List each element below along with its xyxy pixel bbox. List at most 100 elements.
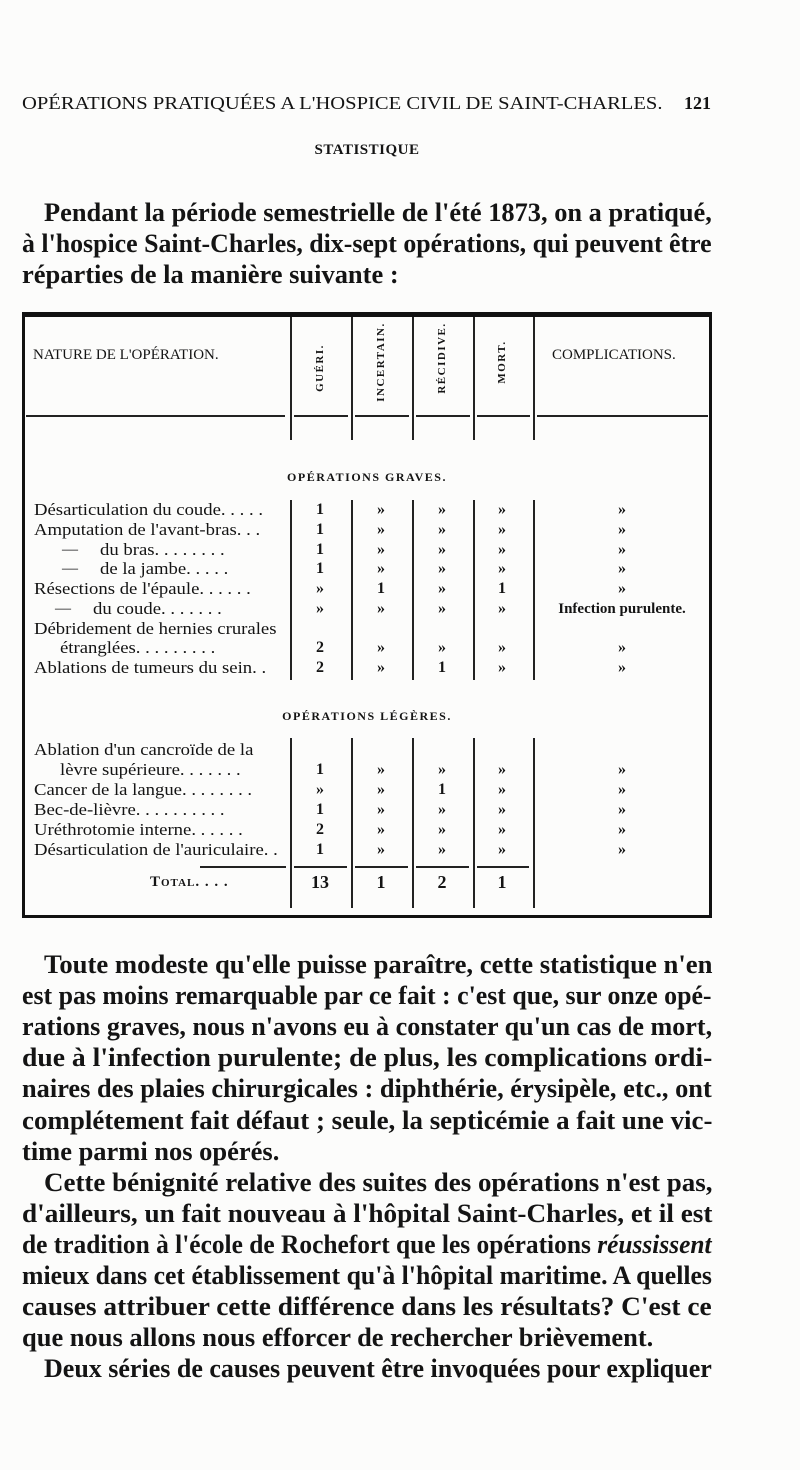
operation-label: Uréthrotomie interne. . . . . . [34,820,285,840]
emphasized-word: réussissent [597,1229,712,1259]
paragraph-line-text: Deux séries de causes peuvent être invoq… [44,1354,712,1384]
paragraph-line-text: est pas moins remarquable par ce fait : … [22,981,712,1011]
gueri-cell: » [316,599,324,617]
paragraph-line: mieux dans cet établissement qu'à l'hôpi… [22,1260,712,1291]
mort-cell: » [498,761,506,778]
operation-label: Cancer de la langue. . . . . . . . [34,780,285,800]
operation-label-text: lèvre supérieure. . . . . . . [60,760,241,779]
paragraph-line: d'ailleurs, un fait nouveau à l'hôpital … [22,1198,712,1229]
paragraph-line: que nous allons nous efforcer de recherc… [22,1322,712,1353]
operation-label-text: du coude. . . . . . . [93,598,222,618]
paragraph-line-text: Toute modeste qu'elle puisse paraître, c… [44,950,713,979]
gueri-cell: 2 [316,821,324,838]
header-divider [294,415,348,417]
incertain-cell: » [377,540,385,558]
operation-label-text: Bec-de-lièvre. . . . . . . . . . [34,800,225,819]
complications-cell: » [618,761,626,778]
complications-cell: » [618,560,626,578]
intro-line-text: à l'hospice Saint-Charles, dix-sept opér… [22,229,712,258]
complications-cell: » [618,659,626,676]
incertain-cell: » [377,520,385,538]
paragraph-line-text: que nous allons nous efforcer de recherc… [22,1323,654,1353]
incertain-cell: » [377,841,385,858]
column-rule [473,500,475,680]
recidive-cell: 1 [438,781,446,798]
paragraph-line: Cette bénignité relative des suites des … [44,1167,712,1198]
column-rule [412,317,414,440]
operation-label: étranglées. . . . . . . . . [60,638,285,658]
operation-label: Désarticulation du coude. . . . . [34,500,285,520]
column-rule [533,317,535,440]
total-rule [200,866,286,868]
gueri-cell: 1 [316,761,324,778]
incertain-cell: » [377,599,385,617]
header-mort: MORT. [496,340,508,384]
column-rule [473,738,475,908]
gueri-cell: » [316,580,324,597]
header-complications: COMPLICATIONS. [552,347,676,363]
operation-label-text: Ablation d'un cancroïde de la [34,740,254,759]
header-divider [416,415,470,417]
operation-label-text: étranglées. . . . . . . . . [60,638,216,658]
operation-label-text: du bras. . . . . . . . [100,539,225,559]
recidive-cell: 1 [438,659,446,676]
mort-cell: » [498,801,506,818]
recidive-cell: » [438,599,446,617]
column-rule [412,500,414,680]
operation-label: Bec-de-lièvre. . . . . . . . . . [34,800,285,820]
recidive-cell: » [438,501,446,518]
paragraph-line-text: causes attribuer cette différence dans l… [22,1292,712,1322]
recidive-cell: » [438,821,446,838]
complications-cell: » [618,821,626,838]
incertain-cell: » [377,659,385,676]
intro-line: Pendant la période semestrielle de l'été… [44,197,712,228]
intro-line: à l'hospice Saint-Charles, dix-sept opér… [22,228,712,259]
paragraph-line: rations graves, nous n'avons eu à consta… [22,1011,712,1042]
recidive-cell: » [438,560,446,578]
mort-cell: » [498,821,506,838]
column-rule [351,500,353,680]
header-divider [26,415,285,417]
incertain-cell: » [377,781,385,798]
gueri-cell: 1 [316,540,324,558]
paragraph-line: Deux séries de causes peuvent être invoq… [44,1353,712,1384]
complications-cell: » [618,781,626,798]
paragraph-line-text: rations graves, nous n'avons eu à consta… [22,1012,713,1042]
statistics-table [22,312,712,918]
gueri-cell: 2 [316,639,324,657]
column-rule [473,317,475,440]
recidive-cell: » [438,841,446,858]
gueri-cell: 1 [316,560,324,578]
paragraph-line: complétement fait défaut ; seule, la sep… [22,1105,712,1136]
paragraph-line: de tradition à l'école de Rochefort que … [22,1229,712,1260]
paragraph-line-text: mieux dans cet établissement qu'à l'hôpi… [22,1261,712,1290]
complications-cell: » [618,841,626,858]
column-rule [290,317,292,440]
incertain-cell: » [377,639,385,657]
paragraph-line: causes attribuer cette différence dans l… [22,1291,712,1322]
gueri-cell: 2 [316,659,324,676]
mort-cell: » [498,599,506,617]
recidive-cell: » [438,580,446,597]
gueri-cell: 1 [316,801,324,818]
operation-label-text: Cancer de la langue. . . . . . . . [34,780,253,799]
header-incertain: INCERTAIN. [375,322,387,402]
mort-cell: » [498,520,506,538]
paragraph-line-text: complétement fait défaut ; seule, la sep… [22,1105,713,1135]
mort-cell: » [498,560,506,578]
operation-label-text: Débridement de hernies crurales [34,618,277,638]
gueri-cell: » [316,781,324,798]
recidive-cell: » [438,520,446,538]
column-rule [351,738,353,908]
paragraph-line: Toute modeste qu'elle puisse paraître, c… [44,949,712,980]
operation-label-text: Ablations de tumeurs du sein. . [34,658,267,677]
incertain-cell: » [377,761,385,778]
incertain-cell: 1 [377,580,385,597]
recidive-cell: » [438,761,446,778]
ditto-dash: — [62,540,78,558]
total-value: 1 [376,872,386,892]
complications-cell: » [618,540,626,558]
total-value: 13 [311,872,329,892]
intro-line: réparties de la manière suivante : [22,259,712,290]
